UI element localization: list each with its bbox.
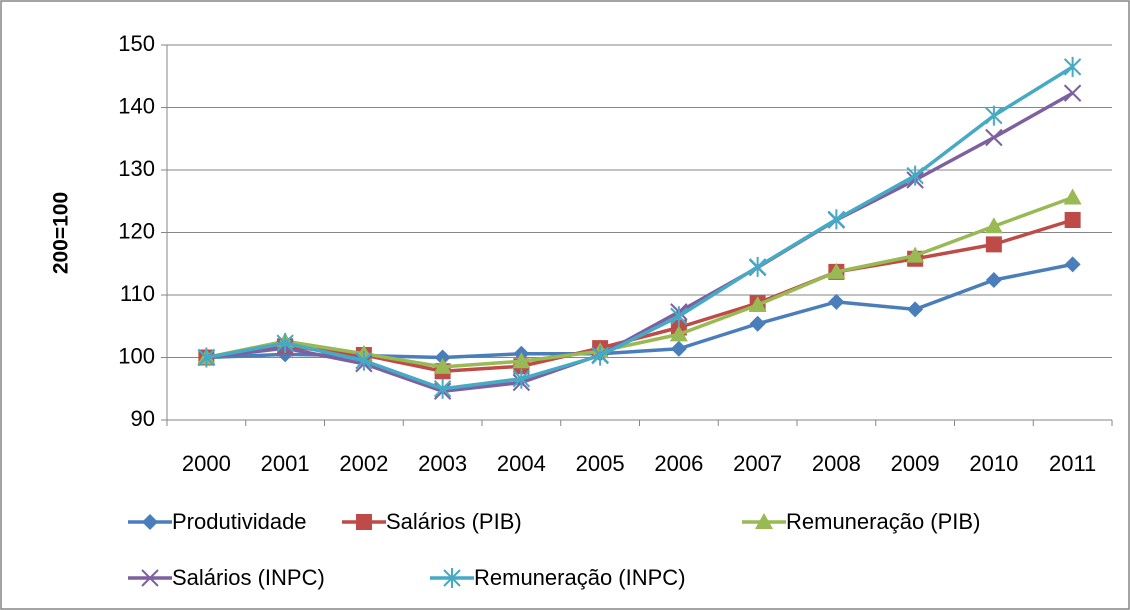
legend-label: Salários (INPC) xyxy=(172,565,325,590)
x-tick-label: 2009 xyxy=(891,451,940,476)
marker xyxy=(1064,256,1081,273)
legend-label: Produtividade xyxy=(172,509,307,534)
marker xyxy=(907,301,924,318)
marker xyxy=(748,256,767,277)
x-tick-label: 2005 xyxy=(576,451,625,476)
marker xyxy=(670,340,687,357)
x-tick-label: 2002 xyxy=(339,451,388,476)
marker xyxy=(827,209,846,230)
marker xyxy=(906,165,924,186)
x-tick-label: 2004 xyxy=(497,451,546,476)
legend-label: Remuneração (PIB) xyxy=(786,509,980,534)
y-tick-label: 110 xyxy=(120,281,155,306)
marker xyxy=(512,368,531,389)
marker xyxy=(1063,84,1082,102)
series-line xyxy=(206,195,1074,369)
legend-label: Salários (PIB) xyxy=(386,509,522,534)
y-axis-label: 200=100 xyxy=(50,192,73,274)
legend-marker xyxy=(356,514,372,530)
marker xyxy=(433,357,452,374)
marker xyxy=(985,128,1003,147)
legend-marker xyxy=(142,514,158,530)
marker xyxy=(828,293,845,310)
x-tick-label: 2006 xyxy=(654,451,703,476)
marker xyxy=(197,347,216,368)
marker xyxy=(591,345,609,366)
legend-marker xyxy=(755,513,773,529)
series-line xyxy=(206,91,1074,393)
marker xyxy=(906,246,925,263)
marker xyxy=(985,272,1002,288)
marker xyxy=(276,333,294,354)
marker xyxy=(434,349,451,366)
x-tick-label: 2010 xyxy=(969,451,1018,476)
series-line xyxy=(206,65,1074,391)
marker xyxy=(827,262,846,279)
x-tick-label: 2003 xyxy=(418,451,467,476)
x-tick-label: 2011 xyxy=(1049,451,1096,476)
marker xyxy=(749,315,766,332)
x-tick-label: 2001 xyxy=(261,451,310,476)
marker xyxy=(670,306,688,327)
legend-marker xyxy=(141,569,159,587)
x-tick-label: 2000 xyxy=(182,451,231,476)
marker xyxy=(433,378,452,399)
marker xyxy=(984,217,1003,234)
y-tick-label: 100 xyxy=(118,343,155,368)
y-tick-label: 140 xyxy=(118,93,155,118)
marker xyxy=(1063,56,1082,77)
marker xyxy=(669,325,688,342)
legend-label: Remuneração (INPC) xyxy=(474,565,686,590)
y-tick-label: 90 xyxy=(131,406,155,431)
marker xyxy=(355,350,373,371)
marker xyxy=(985,236,1002,253)
series-line xyxy=(206,262,1073,360)
marker xyxy=(985,105,1003,126)
x-tick-label: 2007 xyxy=(733,451,782,476)
marker xyxy=(1064,212,1081,228)
y-tick-label: 150 xyxy=(118,31,155,56)
marker xyxy=(1063,188,1082,205)
marker xyxy=(512,352,531,369)
legend-marker xyxy=(443,568,461,588)
marker xyxy=(748,296,767,312)
y-tick-label: 120 xyxy=(118,218,155,243)
y-tick-label: 130 xyxy=(118,156,155,181)
x-tick-label: 2008 xyxy=(812,451,861,476)
